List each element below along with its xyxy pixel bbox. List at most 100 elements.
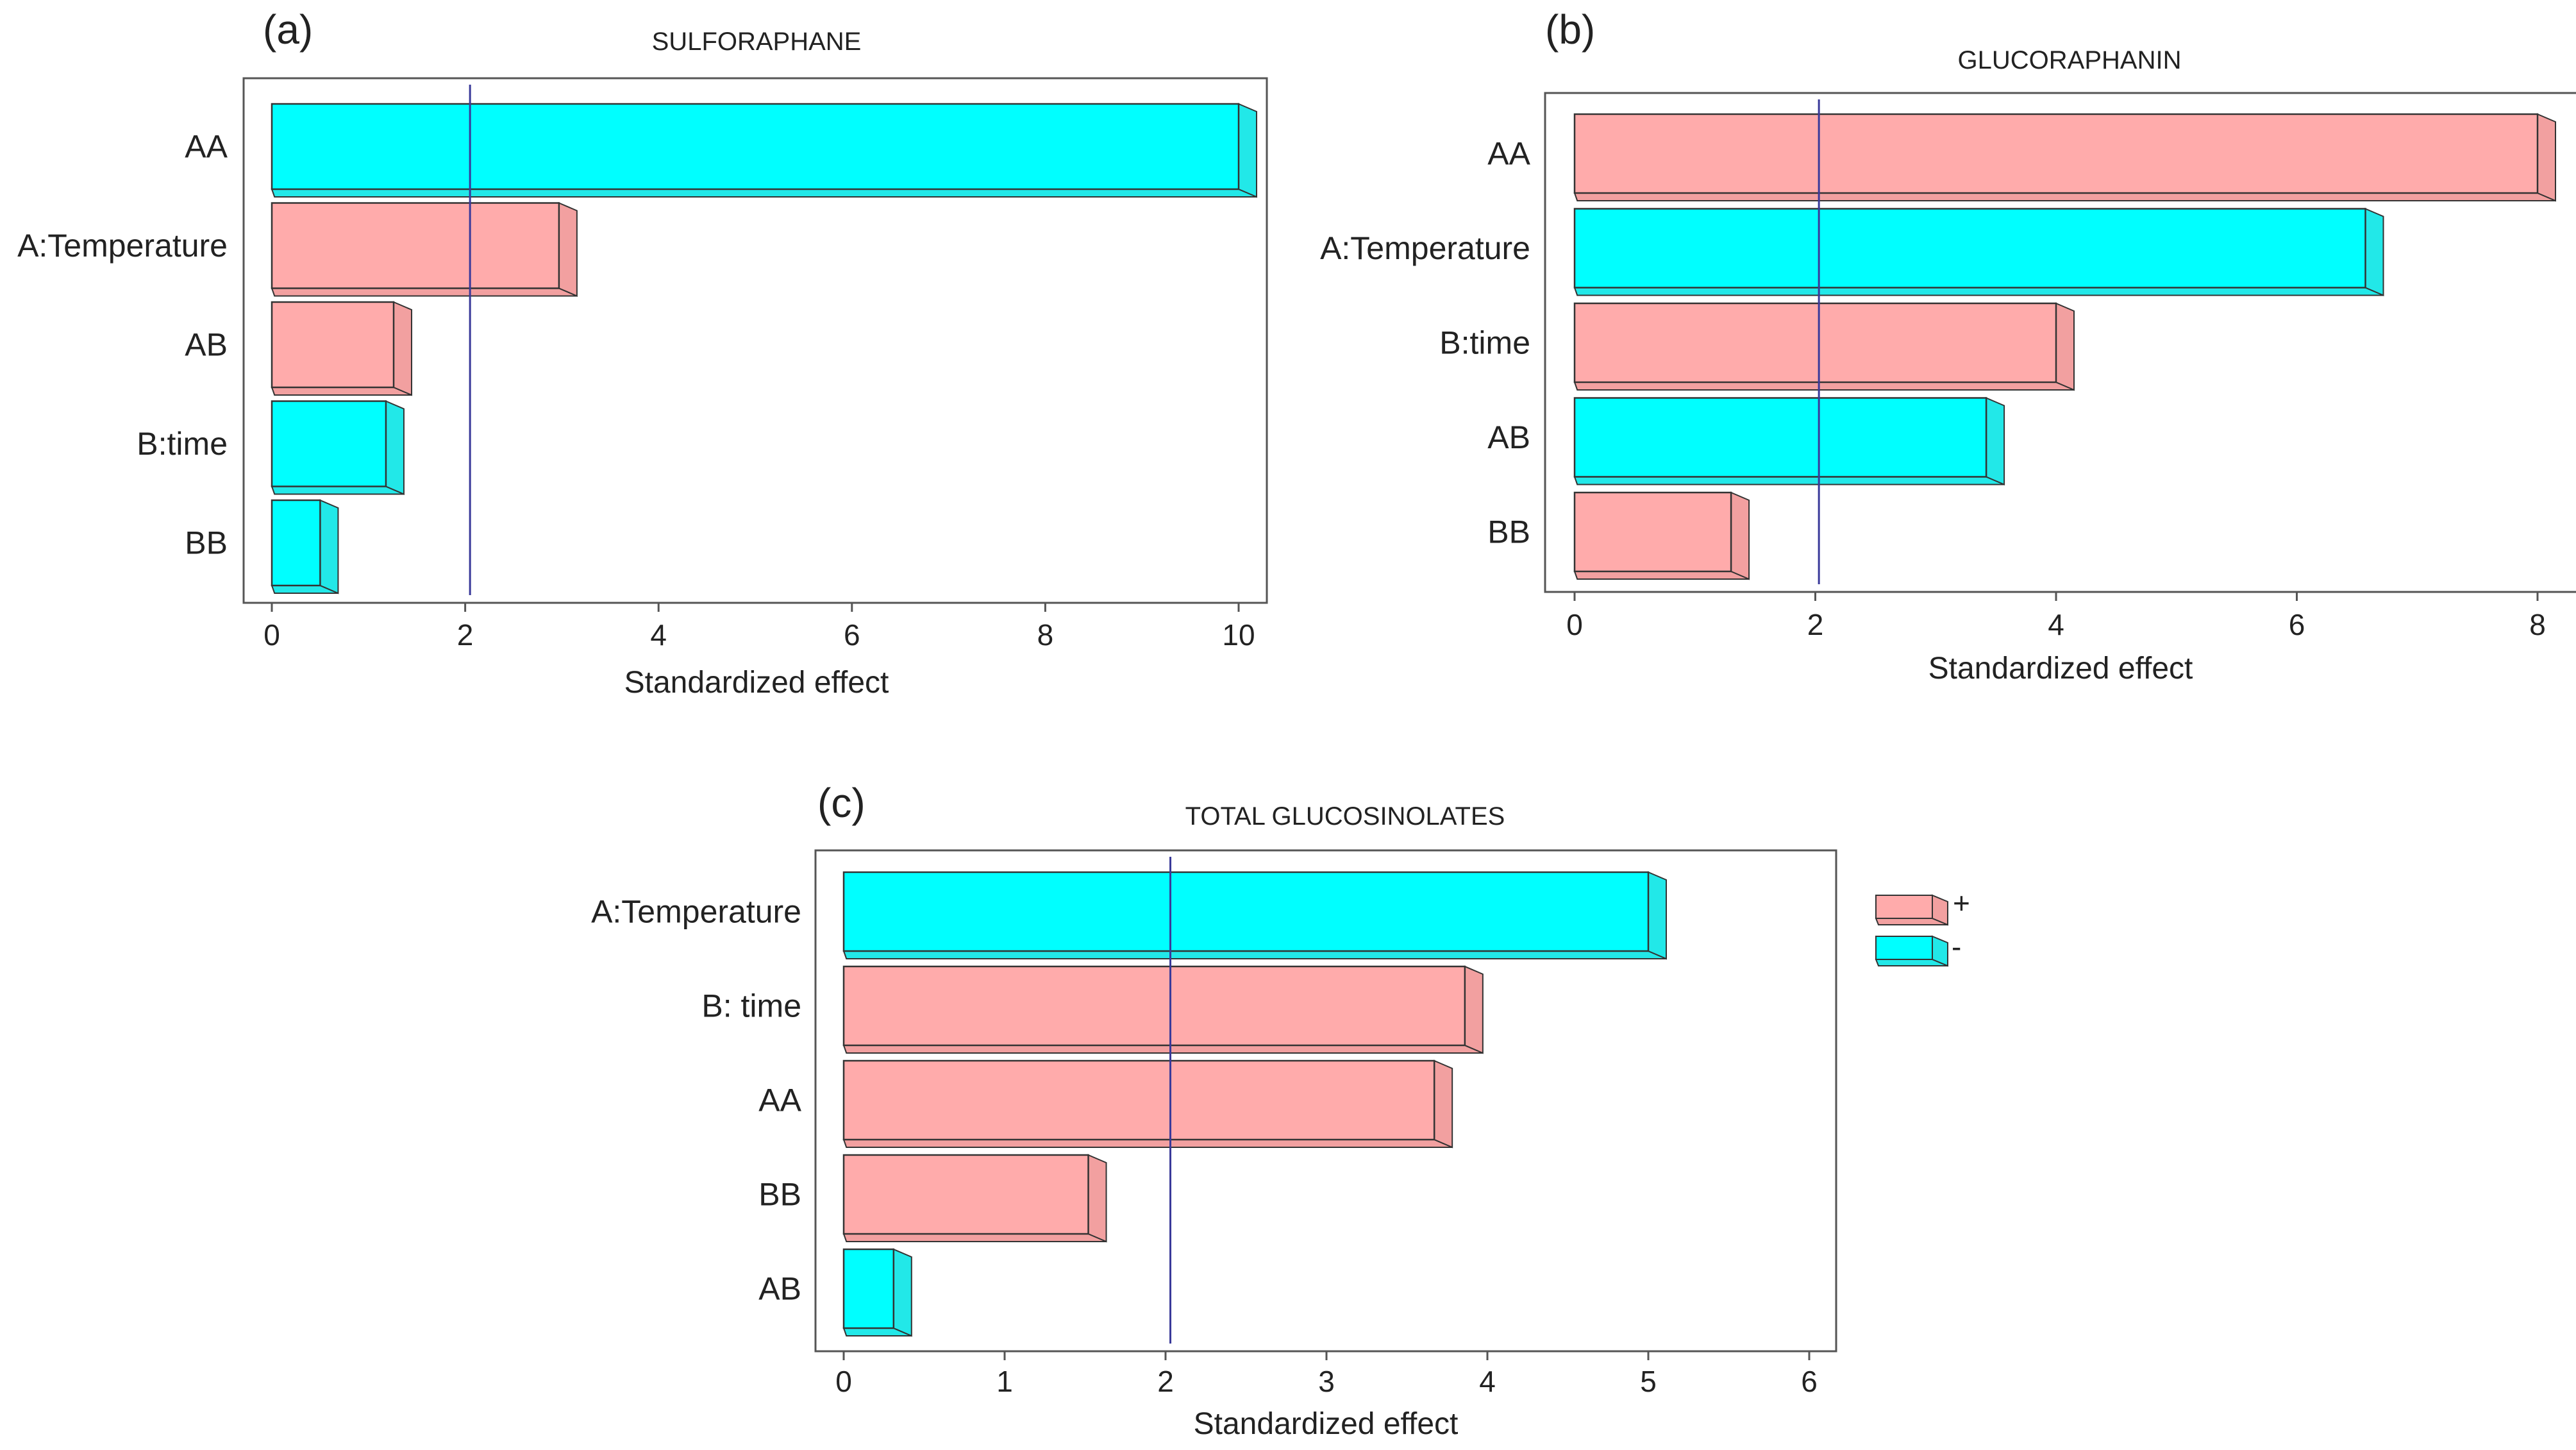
x-tick-label: 8	[1037, 618, 1054, 652]
bar	[271, 301, 413, 396]
bar	[271, 400, 405, 496]
bar-side-face	[1087, 1154, 1107, 1243]
bar-side-face	[2364, 207, 2384, 297]
bar-front-face	[842, 871, 1650, 952]
category-label: A:Temperature	[1320, 230, 1530, 266]
x-tick-label: 6	[2289, 608, 2305, 641]
bar-bottom-face	[271, 387, 412, 396]
bar-side-face	[1986, 396, 2005, 486]
panel-letter: (b)	[1545, 6, 1595, 53]
chart-title: GLUCORAPHANIN	[1958, 46, 2182, 74]
legend-swatch-front	[1875, 895, 1933, 919]
bar-bottom-face	[1573, 476, 2005, 485]
legend-label-negative: -	[1952, 930, 1961, 963]
x-tick-label: 4	[650, 618, 667, 652]
x-tick-label: 8	[2529, 608, 2546, 641]
bar	[842, 1154, 1107, 1243]
panel-letter: (c)	[817, 780, 866, 826]
legend: + -	[1875, 886, 1970, 967]
x-tick-label: 4	[2048, 608, 2064, 641]
bar-front-face	[271, 301, 395, 389]
bar-front-face	[1573, 208, 2366, 289]
plot-frame	[242, 77, 1268, 604]
panel-letter: (a)	[263, 6, 313, 53]
bar-front-face	[1573, 113, 2539, 194]
bar-front-face	[271, 400, 387, 487]
x-axis-label: Standardized effect	[1928, 652, 2193, 686]
bar	[271, 103, 1257, 198]
panel-a-sulforaphane: (a) SULFORAPHANE Standardized effect 0 2 4…	[17, 6, 1268, 700]
category-label: BB	[1487, 514, 1530, 550]
bar-side-face	[385, 400, 405, 496]
bar	[1573, 396, 2005, 486]
category-label: BB	[185, 525, 228, 561]
bar-front-face	[1573, 397, 1987, 478]
bar-side-face	[319, 499, 339, 594]
bar	[842, 965, 1484, 1054]
category-label: B:time	[1439, 325, 1530, 361]
category-label: BB	[758, 1177, 801, 1213]
bar-bottom-face	[1573, 571, 1750, 580]
bar-side-face	[1730, 491, 1750, 580]
bar-front-face	[1573, 302, 2057, 384]
bar-bottom-face	[842, 1045, 1484, 1054]
category-label: B:time	[137, 426, 228, 462]
category-label: B: time	[701, 988, 801, 1024]
bar-side-face	[393, 301, 413, 396]
bar-bottom-face	[1573, 287, 2384, 296]
x-tick-label: 1	[996, 1365, 1013, 1398]
x-axis-label: Standardized effect	[624, 666, 889, 700]
plot-frame	[1544, 92, 2576, 593]
bar-bottom-face	[842, 1233, 1107, 1242]
bar	[1573, 491, 1750, 580]
x-tick-label: 2	[457, 618, 474, 652]
bar-side-face	[2055, 302, 2075, 391]
bar-front-face	[271, 202, 560, 289]
x-tick-label: 0	[835, 1365, 852, 1398]
bar-bottom-face	[1573, 382, 2075, 391]
x-tick-label: 2	[1157, 1365, 1174, 1398]
bar	[271, 201, 578, 298]
category-label: AB	[1487, 419, 1530, 455]
x-tick-label: 0	[263, 618, 280, 652]
bar-front-face	[842, 965, 1466, 1047]
category-label: AA	[758, 1083, 801, 1118]
bar-side-face	[892, 1248, 912, 1337]
bar-bottom-face	[271, 485, 405, 495]
chart-title: TOTAL GLUCOSINOLATES	[1185, 802, 1505, 830]
x-tick-label: 0	[1566, 608, 1583, 641]
x-tick-label: 10	[1222, 618, 1255, 652]
x-axis-label: Standardized effect	[1194, 1407, 1459, 1441]
category-label: AA	[185, 129, 228, 165]
bar	[1573, 302, 2075, 391]
bar-front-face	[842, 1248, 895, 1329]
x-tick-label: 2	[1807, 608, 1824, 641]
bar	[842, 1059, 1453, 1149]
bar-front-face	[1573, 491, 1732, 573]
legend-label-positive: +	[1953, 886, 1970, 920]
bar-side-face	[1648, 871, 1667, 960]
bar-side-face	[1434, 1059, 1453, 1149]
bar-side-face	[1464, 965, 1484, 1054]
bar	[842, 871, 1667, 960]
bar-bottom-face	[842, 1139, 1453, 1148]
category-label: A:Temperature	[591, 894, 801, 930]
category-label: AA	[1487, 136, 1530, 172]
bar-bottom-face	[271, 189, 1257, 198]
bar	[842, 1248, 912, 1337]
panel-c-total-glucosinolates: (c) TOTAL GLUCOSINOLATES Standardized ef…	[591, 780, 1837, 1441]
category-label: AB	[185, 327, 228, 363]
legend-swatch-positive	[1875, 894, 1948, 926]
category-label: A:Temperature	[17, 228, 228, 264]
bar-bottom-face	[1573, 192, 2556, 201]
bar-front-face	[842, 1154, 1089, 1235]
chart-title: SULFORAPHANE	[652, 28, 862, 56]
x-tick-label: 3	[1318, 1365, 1335, 1398]
bar	[271, 499, 339, 594]
x-tick-label: 6	[1801, 1365, 1818, 1398]
category-label: AB	[758, 1271, 801, 1307]
x-tick-label: 4	[1479, 1365, 1496, 1398]
bar-side-face	[2537, 113, 2556, 202]
legend-swatch-front	[1875, 936, 1933, 960]
